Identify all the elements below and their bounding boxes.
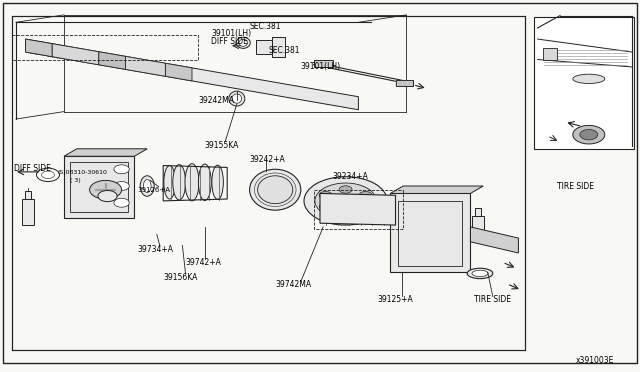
Circle shape — [114, 182, 129, 190]
Text: DIFF SIDE: DIFF SIDE — [14, 164, 51, 173]
Text: TIRE SIDE: TIRE SIDE — [474, 295, 511, 304]
Bar — [396, 80, 413, 86]
Text: (S)08310-30610: (S)08310-30610 — [58, 170, 108, 176]
Text: 39234+A: 39234+A — [333, 172, 369, 181]
Ellipse shape — [229, 91, 245, 106]
Polygon shape — [125, 57, 165, 76]
Text: SEC.381: SEC.381 — [250, 22, 281, 31]
Text: 39101(LH): 39101(LH) — [301, 62, 341, 71]
Circle shape — [98, 190, 117, 202]
Circle shape — [580, 129, 598, 140]
Polygon shape — [26, 39, 52, 57]
Text: ( 3): ( 3) — [70, 178, 81, 183]
Circle shape — [304, 177, 387, 225]
Text: TIRE SIDE: TIRE SIDE — [557, 182, 594, 190]
Polygon shape — [390, 186, 483, 193]
Text: x391003E: x391003E — [576, 356, 614, 365]
Bar — [314, 60, 333, 67]
Text: 39126+A: 39126+A — [138, 187, 171, 193]
Bar — [272, 37, 285, 57]
Circle shape — [319, 192, 332, 199]
Bar — [475, 208, 481, 216]
Circle shape — [319, 203, 332, 210]
Polygon shape — [64, 149, 147, 156]
Text: 39242+A: 39242+A — [250, 155, 285, 164]
Circle shape — [339, 186, 352, 193]
Text: 39742+A: 39742+A — [186, 258, 221, 267]
Text: 39242MA: 39242MA — [198, 96, 234, 105]
Polygon shape — [470, 227, 518, 253]
Ellipse shape — [573, 74, 605, 83]
Circle shape — [315, 183, 376, 219]
Bar — [22, 199, 34, 225]
Bar — [390, 193, 470, 272]
Ellipse shape — [250, 169, 301, 210]
Ellipse shape — [185, 164, 199, 201]
Circle shape — [114, 198, 129, 207]
Circle shape — [42, 171, 54, 179]
Circle shape — [573, 125, 605, 144]
Circle shape — [339, 209, 352, 216]
Text: 39101(LH): 39101(LH) — [211, 29, 252, 38]
Circle shape — [90, 180, 122, 199]
Ellipse shape — [257, 176, 293, 204]
Polygon shape — [165, 63, 192, 81]
Text: 39125+A: 39125+A — [378, 295, 413, 304]
Polygon shape — [52, 44, 99, 65]
Polygon shape — [99, 52, 125, 69]
Ellipse shape — [467, 268, 493, 279]
Text: DIFF SIDE: DIFF SIDE — [211, 37, 248, 46]
Circle shape — [114, 165, 129, 174]
Ellipse shape — [362, 210, 374, 214]
Text: 39155KA: 39155KA — [205, 141, 239, 150]
Polygon shape — [26, 39, 358, 110]
Bar — [64, 156, 134, 218]
Bar — [70, 162, 128, 212]
Polygon shape — [543, 48, 557, 60]
Ellipse shape — [239, 39, 248, 46]
Ellipse shape — [198, 164, 211, 201]
Text: 39742MA: 39742MA — [275, 280, 311, 289]
Bar — [256, 40, 272, 54]
Text: 39156KA: 39156KA — [163, 273, 198, 282]
Ellipse shape — [143, 180, 151, 193]
Ellipse shape — [472, 270, 488, 277]
Polygon shape — [320, 193, 396, 225]
Ellipse shape — [140, 176, 154, 196]
Ellipse shape — [164, 166, 175, 199]
Bar — [25, 191, 31, 199]
Text: 39734+A: 39734+A — [138, 245, 173, 254]
Circle shape — [359, 192, 372, 199]
Bar — [398, 201, 462, 266]
Ellipse shape — [173, 165, 186, 200]
Polygon shape — [64, 46, 189, 80]
Ellipse shape — [236, 37, 250, 48]
Bar — [472, 216, 484, 240]
Ellipse shape — [232, 94, 242, 103]
Ellipse shape — [212, 165, 223, 199]
Circle shape — [359, 203, 372, 210]
Bar — [534, 17, 634, 149]
Text: SEC.381: SEC.381 — [269, 46, 300, 55]
